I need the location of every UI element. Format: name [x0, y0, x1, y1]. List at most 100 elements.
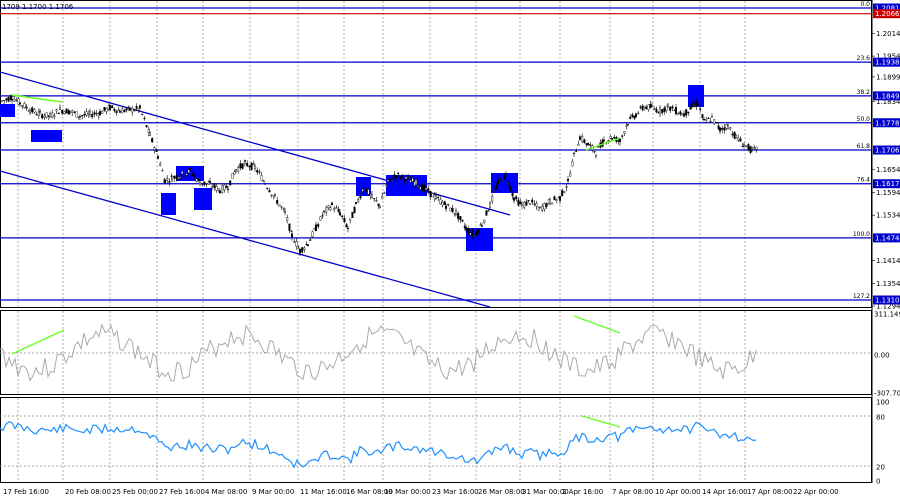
candle-body: [25, 106, 28, 109]
candle-body: [295, 241, 298, 247]
fib-price-tag: [873, 295, 900, 305]
candle-body: [461, 219, 464, 222]
candle-body: [133, 110, 136, 112]
divergence-line: [581, 415, 621, 428]
oscillator-series: [0, 322, 757, 382]
candle-body: [571, 161, 574, 167]
candle-body: [193, 175, 196, 177]
candle-body: [743, 144, 746, 146]
candle-body: [607, 140, 610, 142]
divergence-line: [585, 137, 621, 151]
candle-body: [307, 244, 310, 246]
candle-body: [711, 116, 714, 118]
oscillator-tick-label: 311.1497: [874, 311, 900, 319]
candle-body: [256, 170, 259, 173]
candle-body: [553, 196, 556, 200]
price-tick-label: 1.1899: [876, 73, 900, 81]
candle-body: [138, 105, 141, 109]
time-axis-label: 19 Mar 00:00: [384, 488, 431, 496]
candle-body: [239, 163, 242, 169]
candle-body: [373, 198, 376, 200]
fib-price-tag-text: 1.1778: [875, 119, 900, 127]
candle-body: [19, 102, 22, 105]
candle-body: [675, 107, 678, 115]
candle-body: [253, 165, 256, 169]
candle-body: [525, 201, 528, 206]
candle-body: [185, 173, 188, 176]
oscillator-panel[interactable]: [0, 310, 872, 395]
candle-body: [341, 215, 344, 218]
time-axis-label: 9 Mar 00:00: [252, 488, 294, 496]
pattern-marker: [31, 130, 62, 142]
candle-body: [523, 202, 526, 208]
candle-body: [475, 232, 478, 236]
candle-body: [497, 179, 500, 184]
candle-body: [55, 109, 58, 112]
candle-body: [343, 218, 346, 223]
candle-body: [95, 112, 98, 114]
candle-body: [483, 219, 486, 223]
candle-body: [217, 188, 220, 191]
fib-price-tag-text: 1.1474: [875, 234, 900, 242]
candle-body: [581, 136, 584, 142]
time-axis-label: 16 Mar 08:00: [346, 488, 393, 496]
price-tick-label: 1.1354: [876, 280, 900, 288]
candle-body: [198, 182, 201, 186]
candle-body: [439, 199, 442, 205]
candle-body: [128, 107, 131, 111]
candle-body: [655, 108, 658, 113]
candle-body: [175, 175, 178, 180]
candle-body: [685, 109, 688, 116]
candle-body: [293, 241, 296, 243]
candle-body: [93, 112, 96, 115]
candle-body: [31, 107, 34, 113]
fib-price-tag-text: 1.2081: [875, 5, 900, 13]
candle-body: [503, 173, 506, 180]
candle-body: [121, 108, 124, 114]
candle-body: [653, 108, 656, 110]
candle-body: [155, 150, 158, 152]
candle-body: [421, 184, 424, 191]
candle-body: [663, 107, 666, 112]
fib-price-tag: [873, 3, 900, 13]
candle-body: [723, 127, 726, 131]
main-chart-panel[interactable]: [0, 0, 872, 308]
candle-body: [181, 170, 184, 175]
price-tick-label: 1.1534: [876, 212, 900, 220]
candle-body: [633, 116, 636, 119]
candle-body: [276, 199, 279, 204]
candle-body: [329, 207, 332, 211]
candle-body: [83, 113, 86, 116]
candle-body: [371, 194, 374, 199]
rsi-panel[interactable]: [0, 397, 872, 483]
candle-body: [243, 160, 246, 162]
candle-body: [445, 205, 448, 209]
fib-price-tag-text: 1.1938: [875, 59, 900, 67]
time-axis-label: 11 Mar 16:00: [300, 488, 347, 496]
candle-body: [39, 111, 42, 113]
price-tick-label: 1.1834: [876, 98, 900, 106]
pattern-marker: [0, 104, 15, 117]
candle-body: [697, 103, 700, 106]
candle-body: [683, 113, 686, 117]
candle-body: [243, 161, 246, 164]
fib-price-tag: [873, 9, 900, 19]
candle-body: [459, 216, 462, 221]
candle-body: [625, 124, 628, 127]
candle-body: [705, 118, 708, 121]
candle-body: [10, 99, 13, 101]
candle-body: [125, 108, 128, 111]
candle-body: [753, 147, 756, 149]
candle-body: [405, 176, 408, 180]
candle-body: [355, 202, 358, 204]
oscillator-line: [0, 322, 757, 382]
candle-body: [409, 180, 412, 183]
candle-body: [317, 224, 320, 227]
candle-body: [359, 196, 362, 199]
candle-body: [59, 107, 62, 110]
candle-body: [323, 210, 326, 212]
candle-body: [299, 248, 302, 254]
candle-body: [233, 171, 236, 175]
candle-body: [703, 119, 706, 121]
